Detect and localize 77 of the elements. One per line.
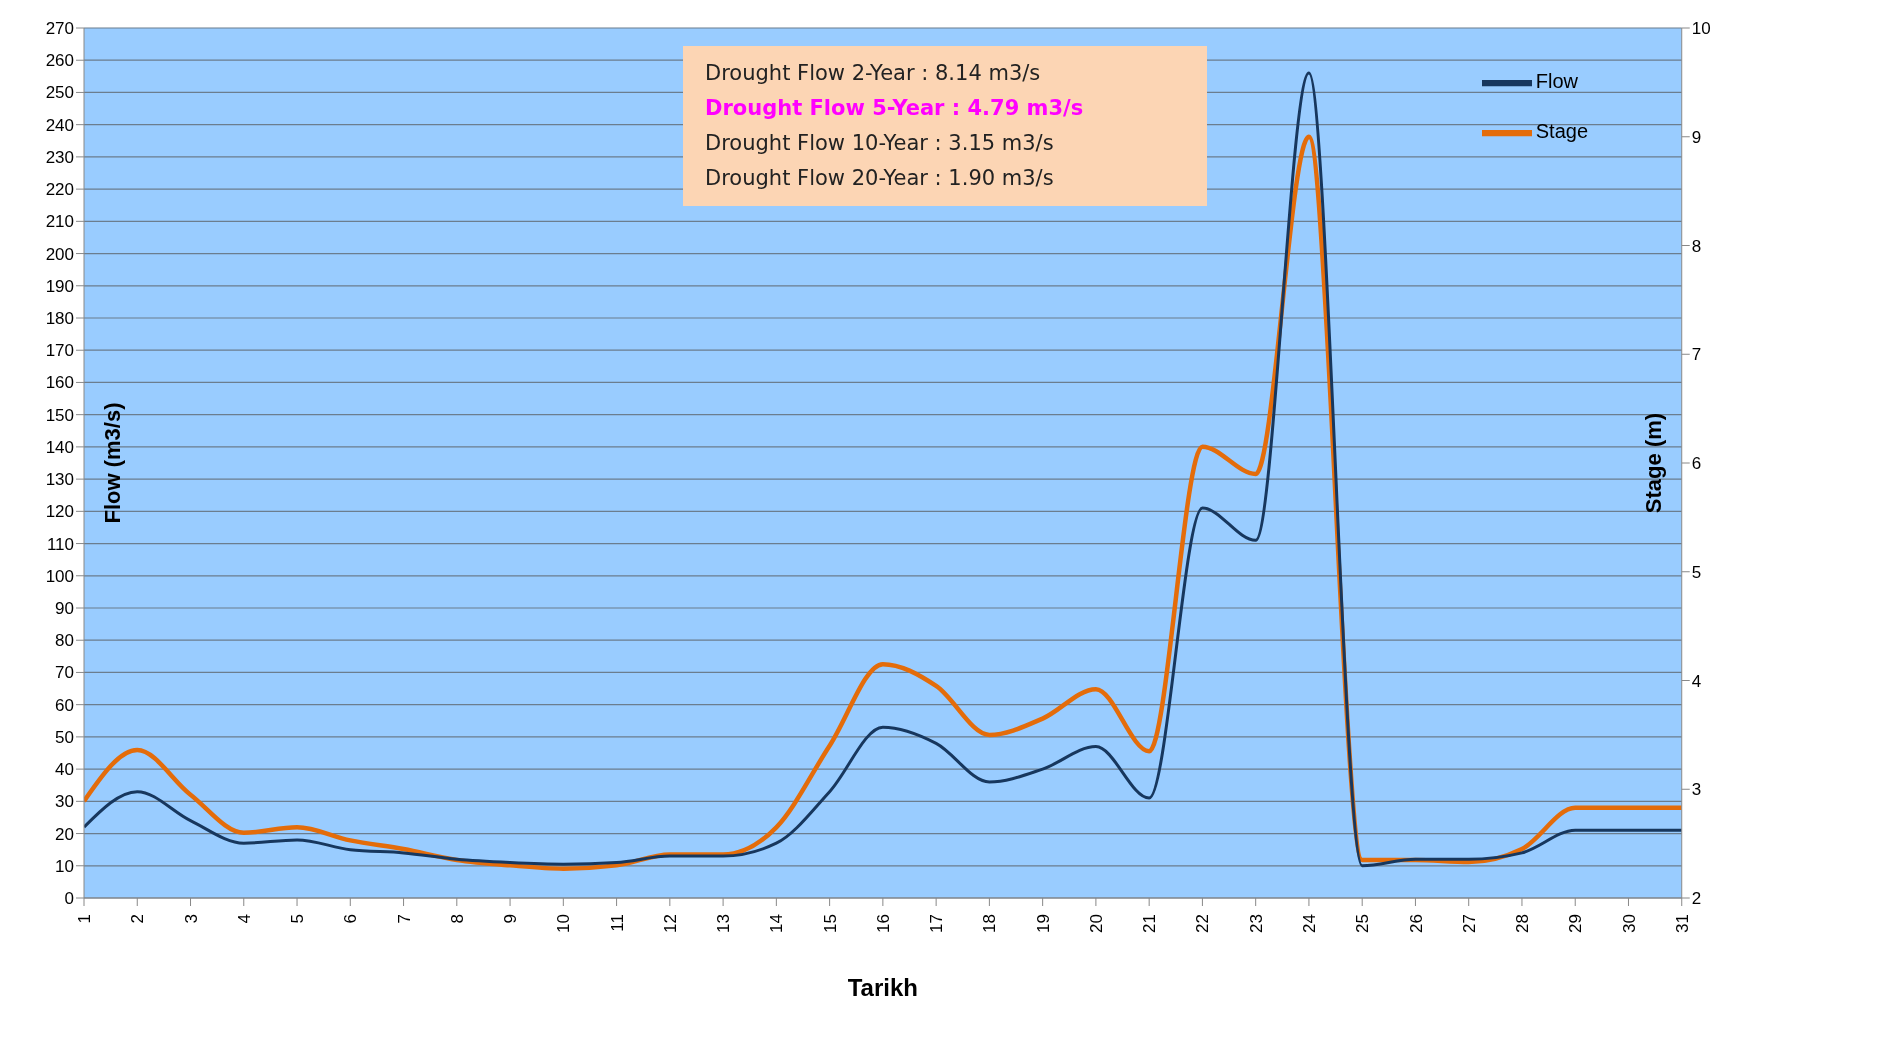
y-tick-label: 140 xyxy=(45,437,74,457)
x-tick-label: 2 xyxy=(128,914,148,924)
annotation: Drought Flow 2-Year : 8.14 m3/s xyxy=(705,60,1042,87)
y-tick-label: 260 xyxy=(45,51,74,71)
y2-tick-label: 4 xyxy=(1691,671,1702,691)
y2-axis-title: Stage (m) xyxy=(1641,412,1667,514)
x-tick-label: 22 xyxy=(1193,914,1213,933)
y-tick-label: 150 xyxy=(45,405,74,425)
annotation: Drought Flow 20-Year : 1.90 m3/s xyxy=(705,165,1055,192)
y-tick-label: 130 xyxy=(45,470,74,490)
x-tick-label: 27 xyxy=(1459,914,1479,933)
y-tick-label: 40 xyxy=(55,760,74,780)
y-tick-label: 240 xyxy=(45,115,74,135)
y-tick-label: 0 xyxy=(64,889,74,909)
y-tick-label: 250 xyxy=(45,83,74,103)
x-tick-label: 9 xyxy=(501,914,521,924)
y2-tick-label: 3 xyxy=(1691,780,1702,800)
x-tick-label: 1 xyxy=(75,914,95,924)
x-tick-label: 25 xyxy=(1353,914,1373,933)
y-tick-label: 110 xyxy=(46,534,74,554)
x-tick-label: 11 xyxy=(607,914,627,932)
y-tick-label: 180 xyxy=(45,309,74,329)
legend-label: Flow xyxy=(1535,70,1578,93)
y-tick-label: 210 xyxy=(45,212,74,232)
y-tick-label: 170 xyxy=(45,341,74,361)
x-tick-label: 16 xyxy=(873,914,893,933)
y-tick-label: 70 xyxy=(55,663,74,683)
y-tick-label: 200 xyxy=(45,244,74,264)
y2-tick-label: 9 xyxy=(1691,127,1702,147)
y-tick-label: 80 xyxy=(55,631,74,651)
y2-tick-label: 8 xyxy=(1691,236,1702,256)
x-tick-label: 21 xyxy=(1140,914,1160,933)
y-tick-label: 100 xyxy=(45,566,74,586)
x-tick-label: 26 xyxy=(1406,914,1426,933)
y-tick-label: 160 xyxy=(45,373,74,393)
y-tick-label: 90 xyxy=(55,599,74,619)
y2-tick-label: 2 xyxy=(1691,889,1702,909)
y-tick-label: 270 xyxy=(45,19,74,39)
x-tick-label: 12 xyxy=(660,914,680,933)
y-tick-label: 10 xyxy=(55,856,74,876)
legend-label: Stage xyxy=(1535,120,1588,143)
y-tick-label: 190 xyxy=(45,276,74,296)
x-tick-label: 18 xyxy=(980,914,1000,933)
x-axis-title: Tarikh xyxy=(847,974,918,1001)
x-tick-label: 28 xyxy=(1513,914,1533,933)
x-tick-label: 23 xyxy=(1246,914,1266,933)
annotation: Drought Flow 10-Year : 3.15 m3/s xyxy=(705,130,1055,157)
x-tick-label: 4 xyxy=(234,914,254,924)
x-tick-label: 31 xyxy=(1672,914,1692,933)
y-tick-label: 230 xyxy=(45,147,74,167)
x-tick-label: 20 xyxy=(1086,914,1106,933)
x-tick-label: 17 xyxy=(927,914,947,933)
y-tick-label: 20 xyxy=(55,824,74,844)
annotation: Drought Flow 5-Year : 4.79 m3/s xyxy=(705,95,1085,122)
x-tick-label: 13 xyxy=(714,914,734,933)
y2-tick-label: 10 xyxy=(1691,19,1711,39)
y-tick-label: 60 xyxy=(55,695,74,715)
x-tick-label: 19 xyxy=(1033,914,1053,933)
x-tick-label: 29 xyxy=(1566,914,1586,933)
x-tick-label: 10 xyxy=(554,914,574,933)
x-tick-label: 15 xyxy=(820,914,840,933)
y2-tick-label: 6 xyxy=(1691,454,1702,474)
y2-tick-label: 7 xyxy=(1691,345,1702,365)
x-tick-label: 14 xyxy=(767,914,787,933)
y-tick-label: 220 xyxy=(45,180,74,200)
y-tick-label: 50 xyxy=(55,727,74,747)
y-tick-label: 30 xyxy=(55,792,74,812)
x-tick-label: 5 xyxy=(288,914,308,924)
y-axis-title: Flow (m3/s) xyxy=(99,402,125,524)
x-tick-label: 24 xyxy=(1300,914,1319,933)
x-tick-label: 7 xyxy=(394,914,414,924)
x-tick-label: 30 xyxy=(1619,914,1639,933)
y-tick-label: 120 xyxy=(45,502,74,522)
x-tick-label: 6 xyxy=(341,914,361,924)
y2-tick-label: 5 xyxy=(1691,562,1702,582)
x-tick-label: 8 xyxy=(447,914,467,924)
x-tick-label: 3 xyxy=(181,914,201,924)
